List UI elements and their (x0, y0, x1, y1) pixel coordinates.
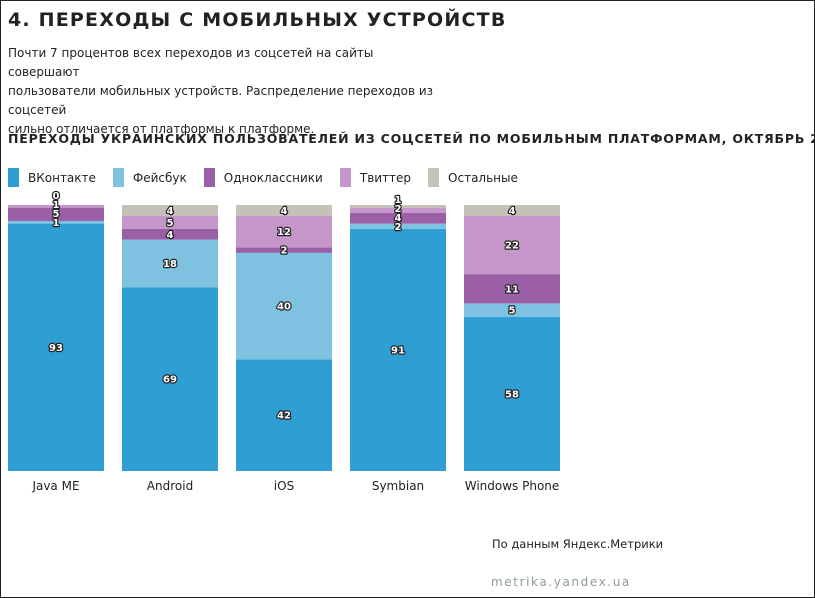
data-label-ios-odnoklassniki: 2 (281, 246, 288, 257)
bar-segment-symbian-facebook (350, 223, 446, 229)
intro-line: сильно отличается от платформы к платфор… (8, 122, 315, 136)
data-label-java-me-vk: 93 (49, 343, 63, 354)
legend-swatch-vkontakte (8, 168, 19, 187)
page-title: 4. ПЕРЕХОДЫ С МОБИЛЬНЫХ УСТРОЙСТВ (8, 9, 507, 31)
data-label-android-twitter: 5 (167, 218, 174, 229)
bar-segment-symbian-odnoklassniki (350, 212, 446, 224)
bar-segment-java-me-facebook (8, 220, 104, 224)
bar-segment-ios-twitter (236, 215, 332, 248)
data-label-android-vk: 69 (163, 375, 177, 386)
data-label-windows-phone-vk: 58 (505, 389, 519, 400)
category-label-java-me: Java ME (31, 479, 79, 493)
source-note: По данным Яндекс.Метрики (492, 537, 664, 551)
bar-segment-android-other (122, 205, 218, 216)
data-label-ios-twitter: 12 (277, 227, 291, 238)
bar-segment-java-me-odnoklassniki (8, 207, 104, 221)
data-label-java-me-odnoklassniki: 5 (53, 209, 60, 220)
intro-paragraph: Почти 7 процентов всех переходов из соцс… (8, 44, 438, 139)
category-label-ios: iOS (274, 479, 294, 493)
data-label-windows-phone-twitter: 22 (505, 240, 519, 251)
data-label-android-other: 4 (167, 206, 174, 217)
bar-segment-windows-phone-vk (464, 316, 560, 471)
category-label-android: Android (147, 479, 193, 493)
legend-swatch-twitter (339, 168, 351, 187)
footer-url: metrika.yandex.ua (491, 575, 631, 589)
category-label-symbian: Symbian (372, 479, 424, 493)
bar-segment-symbian-other (350, 205, 446, 208)
legend-label-vkontakte: ВКонтакте (28, 170, 96, 185)
data-label-windows-phone-facebook: 5 (509, 306, 516, 317)
data-label-symbian-odnoklassniki: 4 (395, 213, 402, 224)
legend-item-facebook: Фейсбук (112, 168, 187, 187)
legend-swatch-odnoklassniki (203, 168, 215, 187)
legend-label-other: Остальные (448, 170, 518, 185)
category-label-windows-phone: Windows Phone (465, 479, 560, 493)
intro-line: Почти 7 процентов всех переходов из соцс… (8, 46, 374, 79)
legend-swatch-facebook (112, 168, 124, 187)
data-label-symbian-other: 1 (395, 195, 402, 206)
chart-legend: ВКонтакте Фейсбук Одноклассники Твиттер … (8, 168, 535, 187)
data-label-symbian-twitter: 2 (395, 204, 402, 215)
bar-segment-android-vk (122, 287, 218, 471)
bar-segment-ios-vk (236, 359, 332, 471)
data-label-symbian-facebook: 2 (395, 222, 402, 233)
bar-segment-ios-other (236, 205, 332, 216)
legend-item-twitter: Твиттер (339, 168, 412, 187)
bar-segment-windows-phone-twitter (464, 215, 560, 275)
data-label-android-odnoklassniki: 4 (167, 230, 174, 241)
chart-title: ПЕРЕХОДЫ УКРАИНСКИХ ПОЛЬЗОВАТЕЛЕЙ ИЗ СОЦ… (8, 131, 815, 146)
data-label-java-me-facebook: 1 (53, 218, 60, 229)
legend-swatch-other (428, 168, 440, 187)
data-label-ios-facebook: 40 (277, 302, 291, 313)
bar-segment-ios-odnoklassniki (236, 247, 332, 253)
data-label-symbian-vk: 91 (391, 345, 405, 356)
data-label-ios-other: 4 (281, 206, 288, 217)
legend-item-other: Остальные (428, 168, 518, 187)
data-label-windows-phone-odnoklassniki: 11 (505, 284, 519, 295)
legend-item-odnoklassniki: Одноклассники (203, 168, 323, 187)
data-label-windows-phone-other: 4 (509, 206, 516, 217)
data-label-java-me-other: 0 (53, 191, 60, 202)
legend-item-vkontakte: ВКонтакте (8, 168, 96, 187)
legend-label-odnoklassniki: Одноклассники (223, 170, 323, 185)
bar-segment-windows-phone-odnoklassniki (464, 274, 560, 304)
data-label-android-facebook: 18 (163, 259, 177, 270)
bar-segment-android-facebook (122, 239, 218, 288)
legend-label-twitter: Твиттер (359, 170, 412, 185)
bar-segment-symbian-twitter (350, 207, 446, 213)
bar-segment-java-me-twitter (8, 205, 104, 208)
bar-segment-symbian-vk (350, 228, 446, 471)
data-label-ios-vk: 42 (277, 411, 291, 422)
bar-segment-android-odnoklassniki (122, 228, 218, 240)
bar-segment-windows-phone-facebook (464, 303, 560, 317)
bar-segment-java-me-vk (8, 223, 104, 471)
bar-segment-windows-phone-other (464, 205, 560, 216)
legend-label-facebook: Фейсбук (132, 170, 187, 185)
bar-segment-ios-facebook (236, 252, 332, 360)
bar-segment-android-twitter (122, 215, 218, 229)
intro-line: пользователи мобильных устройств. Распре… (8, 84, 434, 117)
data-label-java-me-twitter: 1 (53, 200, 60, 211)
